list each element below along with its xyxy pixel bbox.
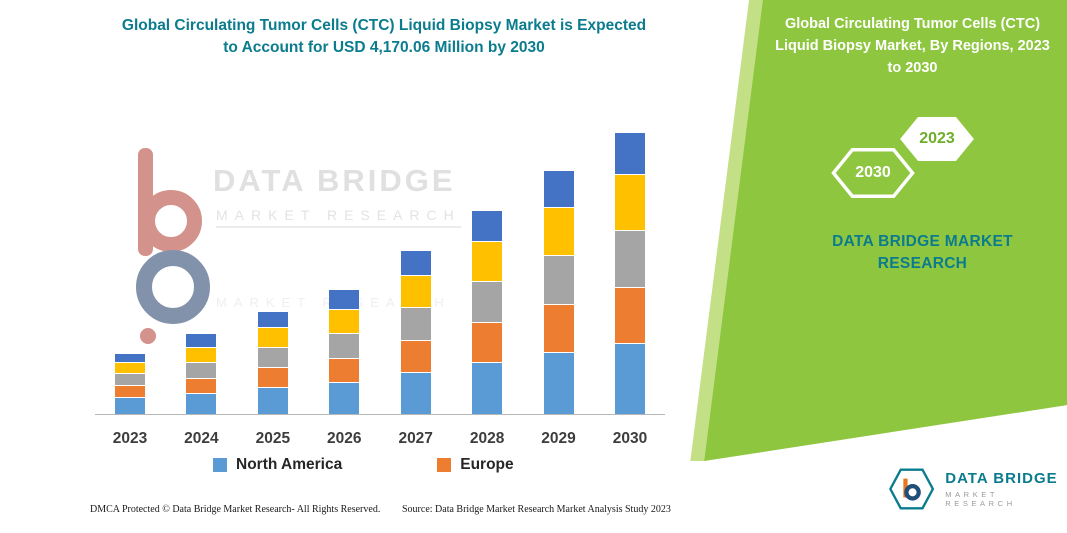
company-logo-hexagon-icon <box>889 468 935 510</box>
bar-group-2029: 2029 <box>541 112 576 447</box>
bar-segment-North America <box>543 353 574 414</box>
legend-label-north-america: North America <box>236 456 343 473</box>
bar-segment-unlabeled-gray <box>186 363 217 379</box>
company-logo-name: DATA BRIDGE <box>945 470 1058 487</box>
bar-segment-unlabeled-gray <box>543 256 574 305</box>
source-note: Source: Data Bridge Market Research Mark… <box>402 504 671 515</box>
panel-brand-text: DATA BRIDGE MARKET RESEARCH <box>832 233 1013 273</box>
bar-segment-unlabeled-yellow <box>472 242 503 282</box>
bar-group-2026: 2026 <box>327 112 362 447</box>
bar-segment-Europe <box>329 359 360 383</box>
plot-area: 2023 2024 2025 2026 2027 2028 2029 2030 <box>95 112 665 447</box>
hexagon-outline-icon <box>900 116 974 162</box>
bar-segment-North America <box>329 383 360 414</box>
dmca-notice: DMCA Protected © Data Bridge Market Rese… <box>90 504 381 515</box>
bar-segment-unlabeled-yellow <box>186 348 217 363</box>
bar-segment-unlabeled-darkblue <box>186 334 217 348</box>
x-axis-label-2024: 2024 <box>184 430 219 447</box>
chart-headline: Global Circulating Tumor Cells (CTC) Liq… <box>121 17 647 57</box>
stacked-bar-2024 <box>186 334 217 414</box>
bar-group-2023: 2023 <box>113 112 147 447</box>
company-logo-subtitle: MARKET RESEARCH <box>945 490 1016 508</box>
bar-segment-unlabeled-gray <box>115 374 145 386</box>
bar-segment-unlabeled-gray <box>329 334 360 359</box>
bar-segment-unlabeled-darkblue <box>115 354 145 363</box>
stacked-bar-2029 <box>543 171 574 414</box>
bar-segment-Europe <box>257 368 288 388</box>
bar-segment-North America <box>400 373 431 414</box>
hexagon-2030-label: 2030 <box>855 164 891 181</box>
regions-panel-title: Global Circulating Tumor Cells (CTC) Liq… <box>775 16 1050 76</box>
bar-segment-Europe <box>400 341 431 373</box>
bar-segment-Europe <box>115 386 145 398</box>
x-axis-label-2025: 2025 <box>255 430 291 447</box>
bar-segment-unlabeled-gray <box>472 282 503 323</box>
chart-legend: North America Europe <box>213 456 514 474</box>
bar-segment-Europe <box>543 305 574 353</box>
stacked-bar-2028 <box>472 211 503 414</box>
bar-group-2030: 2030 <box>613 112 647 447</box>
bar-segment-unlabeled-darkblue <box>329 290 360 310</box>
stacked-bar-2026 <box>329 290 360 414</box>
x-axis-label-2026: 2026 <box>327 430 362 447</box>
legend-swatch <box>437 458 452 472</box>
watermark-logo-dot <box>140 328 156 344</box>
bar-segment-North America <box>115 398 145 414</box>
legend-item-north-america: North America <box>213 456 342 474</box>
hexagon-outline-icon <box>831 148 915 198</box>
bar-group-2027: 2027 <box>398 112 433 447</box>
x-axis-label-2029: 2029 <box>541 430 576 447</box>
company-logo: DATA BRIDGE MARKET RESEARCH <box>888 466 1067 512</box>
stacked-bar-2025 <box>257 312 288 414</box>
bar-segment-unlabeled-darkblue <box>400 251 431 276</box>
bar-segment-North America <box>614 344 645 414</box>
bar-segment-unlabeled-gray <box>257 348 288 368</box>
hexagon-2023-label: 2023 <box>919 130 955 147</box>
bar-segment-unlabeled-gray <box>614 231 645 288</box>
bar-segment-North America <box>186 394 217 414</box>
bar-segment-unlabeled-yellow <box>329 310 360 334</box>
watermark-logo <box>136 148 238 344</box>
bar-group-2025: 2025 <box>256 112 290 447</box>
stacked-bar-2027 <box>400 251 431 414</box>
x-axis-label-2023: 2023 <box>112 430 148 447</box>
bar-segment-unlabeled-darkblue <box>614 133 645 175</box>
stacked-bar-2030 <box>614 133 645 414</box>
bar-segment-Europe <box>472 323 503 363</box>
bar-segment-unlabeled-yellow <box>400 276 431 308</box>
stacked-bar-2023 <box>115 354 145 414</box>
bar-segment-unlabeled-yellow <box>543 208 574 256</box>
bar-segment-unlabeled-darkblue <box>257 312 288 328</box>
bar-group-2028: 2028 <box>470 112 504 447</box>
legend-label-europe: Europe <box>460 456 514 473</box>
x-axis-label-2027: 2027 <box>398 430 433 447</box>
bar-segment-unlabeled-yellow <box>115 363 145 374</box>
bar-segment-North America <box>472 363 503 414</box>
bar-segment-unlabeled-yellow <box>614 175 645 231</box>
bar-group-2024: 2024 <box>184 112 219 447</box>
bar-segment-unlabeled-gray <box>400 308 431 341</box>
bar-segment-unlabeled-darkblue <box>472 211 503 242</box>
legend-item-europe: Europe <box>437 456 514 474</box>
bar-segment-unlabeled-darkblue <box>543 171 574 208</box>
hexagon-2030: 2030 <box>830 145 916 201</box>
legend-swatch <box>213 458 227 472</box>
watermark-brand-line2: MARKET RESEARCH <box>216 207 461 228</box>
company-logo-text: DATA BRIDGE MARKET RESEARCH <box>945 470 1067 508</box>
bar-segment-unlabeled-yellow <box>257 328 288 348</box>
x-axis-label-2028: 2028 <box>469 430 505 447</box>
hexagon-2023: 2023 <box>899 114 975 164</box>
bar-segment-North America <box>257 388 288 414</box>
bar-segment-Europe <box>186 379 217 394</box>
watermark-brand-line1: DATA BRIDGE <box>213 163 456 198</box>
x-axis-label-2030: 2030 <box>612 430 648 447</box>
bar-segment-Europe <box>614 288 645 344</box>
